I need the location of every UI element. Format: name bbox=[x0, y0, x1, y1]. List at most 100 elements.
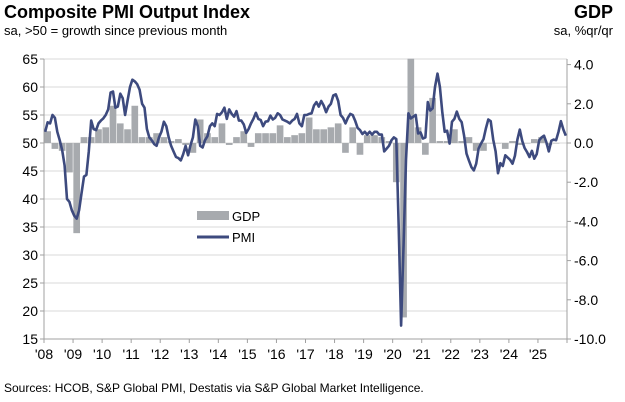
x-tick-label: '16 bbox=[267, 346, 285, 362]
x-tick-label: '09 bbox=[64, 346, 82, 362]
gdp-bar bbox=[443, 141, 451, 143]
gdp-bar bbox=[530, 139, 538, 143]
gdp-bar bbox=[509, 141, 516, 143]
x-tick-label: '13 bbox=[180, 346, 198, 362]
pmi-line bbox=[43, 72, 568, 327]
right-tick-label: 0.0 bbox=[574, 135, 594, 151]
gdp-bar bbox=[116, 123, 124, 143]
gdp-bar bbox=[320, 129, 327, 143]
gdp-bar bbox=[552, 143, 560, 144]
gdp-bar bbox=[472, 143, 480, 151]
gdp-bar bbox=[371, 135, 378, 143]
gdp-bar bbox=[305, 117, 313, 143]
gdp-bar bbox=[87, 137, 95, 143]
right-tick-label: 2.0 bbox=[574, 96, 594, 112]
gdp-bar bbox=[254, 133, 262, 143]
gdp-bar bbox=[545, 143, 553, 145]
legend-gdp-label: GDP bbox=[232, 209, 260, 224]
x-tick-label: '23 bbox=[471, 346, 489, 362]
gdp-bar bbox=[458, 141, 466, 143]
legend-pmi-label: PMI bbox=[232, 230, 255, 245]
gdp-bar bbox=[233, 137, 240, 143]
legend: GDP PMI bbox=[197, 209, 260, 245]
left-tick-label: 55 bbox=[22, 107, 38, 123]
x-tick-label: '21 bbox=[413, 346, 431, 362]
source-note: Sources: HCOB, S&P Global PMI, Destatis … bbox=[4, 381, 424, 395]
right-axis-subtitle: sa, %qr/qr bbox=[553, 23, 613, 38]
gdp-bar bbox=[102, 127, 110, 143]
left-tick-label: 50 bbox=[22, 135, 38, 151]
x-tick-label: '20 bbox=[384, 346, 402, 362]
left-tick-label: 20 bbox=[22, 303, 38, 319]
gdp-bar bbox=[225, 143, 233, 145]
chart-subtitle: sa, >50 = growth since previous month bbox=[4, 23, 228, 38]
legend-gdp-swatch bbox=[197, 211, 229, 220]
gdp-bar bbox=[356, 143, 364, 155]
gdp-bar bbox=[414, 127, 422, 143]
x-tick-label: '12 bbox=[151, 346, 169, 362]
gdp-bar bbox=[487, 143, 495, 144]
gdp-bar bbox=[73, 143, 81, 234]
gdp-bar bbox=[247, 143, 255, 147]
gdp-bar bbox=[538, 137, 545, 143]
pmi-line-group bbox=[43, 72, 568, 327]
x-tick-label: '15 bbox=[238, 346, 256, 362]
x-tick-label: '18 bbox=[325, 346, 343, 362]
left-tick-label: 45 bbox=[22, 163, 38, 179]
gdp-bar bbox=[451, 129, 458, 143]
axes: 15 20 25 30 35 40 45 50 55 60 65 -10.0 -8.0 -6.0 -4.0 -… bbox=[22, 51, 606, 362]
right-tick-label: -10.0 bbox=[574, 331, 606, 347]
gdp-bar bbox=[138, 137, 146, 143]
x-tick-label: '11 bbox=[123, 346, 140, 362]
gdp-bar bbox=[196, 119, 204, 143]
left-tick-label: 15 bbox=[22, 331, 38, 347]
right-tick-label: -2.0 bbox=[574, 174, 598, 190]
left-tick-label: 30 bbox=[22, 247, 38, 263]
gdp-bar bbox=[131, 105, 139, 143]
left-tick-label: 60 bbox=[22, 79, 38, 95]
right-tick-label: -8.0 bbox=[574, 292, 598, 308]
left-tick-label: 25 bbox=[22, 275, 38, 291]
gdp-bar bbox=[349, 127, 357, 143]
gdp-bar bbox=[291, 135, 298, 143]
right-tick-label: -6.0 bbox=[574, 253, 598, 269]
gdp-bar bbox=[66, 143, 73, 173]
gdp-bar bbox=[327, 127, 335, 143]
gdp-bar bbox=[124, 129, 131, 143]
gdp-bar bbox=[429, 97, 436, 143]
x-tick-label: '17 bbox=[296, 346, 314, 362]
x-tick-label: '19 bbox=[354, 346, 372, 362]
gdp-bar bbox=[218, 123, 226, 143]
gdp-bar bbox=[436, 141, 444, 143]
gdp-bar bbox=[145, 137, 153, 143]
gdp-bar bbox=[334, 123, 342, 143]
right-axis-title: GDP bbox=[573, 2, 613, 22]
gdp-bar bbox=[342, 143, 349, 153]
gdp-bar bbox=[51, 143, 59, 149]
gdp-bar bbox=[494, 143, 502, 144]
gdp-bar bbox=[189, 143, 197, 153]
gdp-bar bbox=[422, 143, 429, 155]
gdp-bar bbox=[480, 143, 487, 151]
gdp-bar bbox=[269, 133, 277, 143]
gdp-bar bbox=[240, 131, 248, 143]
gdp-bar bbox=[363, 135, 371, 143]
gdp-bar bbox=[313, 129, 320, 143]
gdp-bar bbox=[160, 137, 168, 143]
gdp-bar bbox=[182, 143, 189, 145]
gdp-bar bbox=[95, 129, 102, 143]
gdp-bar bbox=[501, 143, 509, 149]
gdp-bar bbox=[175, 139, 182, 143]
gdp-bar bbox=[407, 58, 415, 143]
right-tick-label: -4.0 bbox=[574, 213, 598, 229]
chart-title: Composite PMI Output Index bbox=[4, 2, 250, 22]
gdp-bar bbox=[276, 125, 284, 143]
x-tick-label: '10 bbox=[93, 346, 111, 362]
gdp-bar bbox=[44, 131, 51, 143]
gdp-bar bbox=[523, 143, 531, 144]
x-tick-label: '08 bbox=[35, 346, 53, 362]
gdp-bar bbox=[153, 133, 160, 143]
gdp-bar bbox=[298, 133, 306, 143]
gdp-bar bbox=[465, 137, 473, 143]
